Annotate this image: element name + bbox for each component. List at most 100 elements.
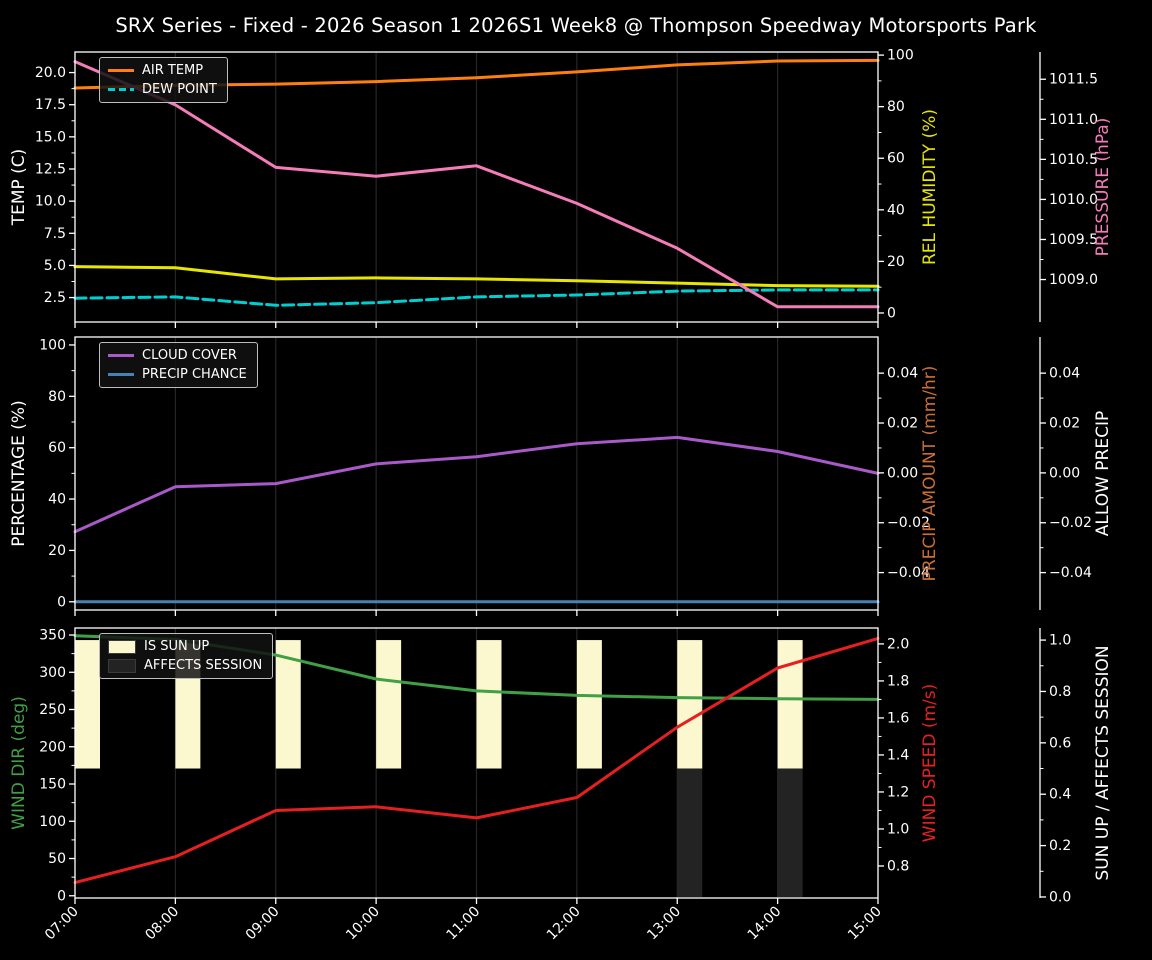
y-tick-label: 40	[48, 492, 66, 508]
y-tick-label: 1.6	[887, 710, 909, 726]
legend-wind-sun: IS SUN UP AFFECTS SESSION	[99, 633, 274, 679]
y-tick-label: 200	[39, 739, 66, 755]
y-tick-label: −0.04	[887, 565, 930, 581]
series-dew-point	[73, 288, 880, 307]
y-tick-label: 20	[887, 254, 905, 270]
y-tick-label: 0.4	[1049, 787, 1071, 803]
legend-swatch-dew-point-icon	[108, 88, 134, 91]
y-tick-label: 12.5	[35, 162, 66, 178]
y-tick-label: 0.04	[1049, 366, 1080, 382]
chart-title: SRX Series - Fixed - 2026 Season 1 2026S…	[115, 14, 1037, 37]
axis-title-pressure-hpa: PRESSURE (hPa)	[1093, 118, 1113, 257]
y-tick-label: 0.6	[1049, 735, 1071, 751]
x-tick-label: 14:00	[745, 904, 785, 944]
bar-affects-session	[677, 768, 703, 897]
axis-title-precip-amount-mm-hr: PRECIP AMOUNT (mm/hr)	[920, 366, 940, 582]
y-tick-label: 1.2	[887, 784, 909, 800]
y-tick-label: 0	[57, 594, 66, 610]
y-tick-label: 1011.0	[1049, 112, 1098, 128]
y-tick-label: 0.0	[1049, 889, 1071, 905]
legend-label: DEW POINT	[142, 82, 217, 97]
legend-label: PRECIP CHANCE	[142, 367, 247, 382]
y-tick-label: 7.5	[44, 226, 66, 242]
y-tick-label: 0.8	[887, 858, 909, 874]
legend-item-is-sun-up: IS SUN UP	[108, 639, 262, 654]
bar-is-sun-up	[777, 640, 803, 769]
y-tick-label: 10.0	[35, 194, 66, 210]
series-rel-humidity	[73, 265, 880, 288]
y-tick-label: 0	[57, 888, 66, 904]
y-tick-label: 1009.5	[1049, 232, 1098, 248]
y-tick-label: 0.2	[1049, 838, 1071, 854]
series-cloud-cover	[73, 435, 880, 534]
bar-is-sun-up	[75, 640, 100, 769]
y-tick-label: 0.04	[887, 366, 918, 382]
y-tick-label: −0.02	[887, 515, 930, 531]
y-tick-label: 1.0	[1049, 633, 1071, 649]
x-tick-label: 13:00	[644, 904, 684, 944]
x-tick-label: 08:00	[142, 904, 182, 944]
axis-title-temp-c: TEMP (C)	[9, 149, 29, 227]
y-tick-label: 20	[48, 543, 66, 559]
axis-title-rel-humidity: REL HUMIDITY (%)	[920, 109, 940, 265]
legend-item-air-temp: AIR TEMP	[108, 63, 217, 78]
y-tick-label: 1011.5	[1049, 72, 1098, 88]
axis-title-percentage: PERCENTAGE (%)	[9, 400, 29, 546]
bar-is-sun-up	[576, 640, 602, 769]
y-tick-label: 1010.0	[1049, 192, 1098, 208]
y-tick-label: 300	[39, 665, 66, 681]
x-tick-label: 15:00	[845, 904, 885, 944]
axis-title-sun-up-affects-session: SUN UP / AFFECTS SESSION	[1093, 645, 1113, 880]
y-tick-label: 50	[48, 851, 66, 867]
y-tick-label: 40	[887, 202, 905, 218]
x-tick-label: 10:00	[343, 904, 383, 944]
y-tick-label: −0.02	[1049, 515, 1092, 531]
legend-label: AFFECTS SESSION	[144, 658, 263, 673]
axis-title-wind-speed-m-s: WIND SPEED (m/s)	[920, 684, 940, 842]
series-wind-speed	[73, 636, 880, 885]
legend-swatch-cloud-cover-icon	[108, 354, 134, 357]
legend-swatch-affects-session-icon	[108, 658, 136, 673]
legend-swatch-is-sun-up-icon	[108, 639, 136, 654]
y-tick-label: 20.0	[35, 65, 66, 81]
legend-item-dew-point: DEW POINT	[108, 82, 217, 97]
axis-title-allow-precip: ALLOW PRECIP	[1093, 411, 1113, 537]
legend-swatch-precip-chance-icon	[108, 373, 134, 376]
y-tick-label: 1010.5	[1049, 152, 1098, 168]
y-tick-label: 1.0	[887, 821, 909, 837]
legend-label: AIR TEMP	[142, 63, 204, 78]
y-tick-label: 2.5	[44, 290, 66, 306]
legend-temperature-humidity-pressure: AIR TEMP DEW POINT	[99, 57, 228, 103]
y-tick-label: 15.0	[35, 129, 66, 145]
bar-is-sun-up	[376, 640, 402, 769]
x-tick-label: 12:00	[544, 904, 584, 944]
y-tick-label: −0.04	[1049, 565, 1092, 581]
y-tick-label: 0.02	[1049, 416, 1080, 432]
y-tick-label: 0.00	[1049, 465, 1080, 481]
bar-is-sun-up	[677, 640, 703, 769]
bar-is-sun-up	[476, 640, 502, 769]
y-tick-label: 150	[39, 777, 66, 793]
y-tick-label: 1009.0	[1049, 272, 1098, 288]
x-tick-label: 11:00	[443, 904, 483, 944]
axis-title-wind-dir-deg: WIND DIR (deg)	[9, 696, 29, 830]
legend-item-cloud-cover: CLOUD COVER	[108, 348, 247, 363]
legend-item-precip-chance: PRECIP CHANCE	[108, 367, 247, 382]
y-tick-label: 17.5	[35, 97, 66, 113]
legend-cloud-precip: CLOUD COVER PRECIP CHANCE	[99, 342, 258, 388]
bar-affects-session	[777, 768, 803, 897]
y-tick-label: 0.8	[1049, 684, 1071, 700]
series-pressure	[73, 60, 880, 309]
x-tick-label: 09:00	[243, 904, 283, 944]
y-tick-label: 250	[39, 702, 66, 718]
y-tick-label: 0	[887, 305, 896, 321]
y-tick-label: 80	[48, 389, 66, 405]
y-tick-label: 0.02	[887, 416, 918, 432]
legend-label: IS SUN UP	[144, 639, 210, 654]
y-tick-label: 100	[39, 337, 66, 353]
y-tick-label: 100	[39, 814, 66, 830]
x-tick-label: 07:00	[42, 904, 82, 944]
y-tick-label: 100	[887, 48, 914, 64]
